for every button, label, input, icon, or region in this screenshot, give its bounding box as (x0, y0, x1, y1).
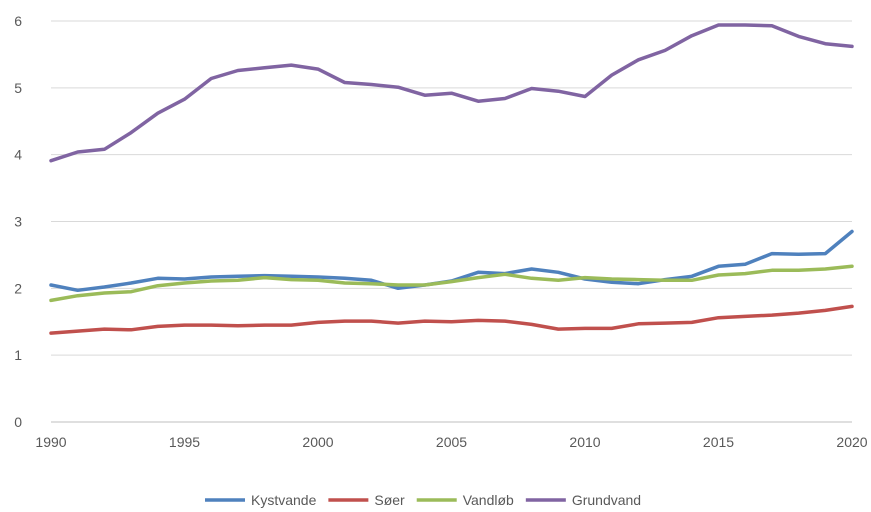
y-tick-label: 5 (14, 80, 22, 96)
x-tick-label: 2000 (302, 434, 333, 450)
series-line-grundvand (49, 23, 854, 163)
x-tick-label: 2015 (703, 434, 734, 450)
x-tick-label: 2005 (436, 434, 467, 450)
x-tick-label: 1990 (35, 434, 66, 450)
y-axis-tick-labels: 0 1 2 3 4 5 6 (14, 13, 22, 430)
series-lines (49, 23, 854, 335)
grid-lines (51, 20, 852, 423)
y-tick-label: 4 (14, 147, 22, 163)
x-axis-tick-labels: 1990 1995 2000 2005 2010 2015 2020 (35, 434, 867, 450)
x-tick-label: 2010 (569, 434, 600, 450)
y-tick-label: 3 (14, 214, 22, 230)
legend-label: Vandløb (463, 492, 514, 508)
y-tick-label: 6 (14, 13, 22, 29)
legend: Kystvande Søer Vandløb Grundvand (205, 492, 641, 508)
x-tick-label: 2020 (836, 434, 867, 450)
series-line-vandløb (49, 264, 854, 303)
x-tick-label: 1995 (169, 434, 200, 450)
y-tick-label: 0 (14, 414, 22, 430)
legend-item: Kystvande (205, 492, 317, 508)
y-tick-label: 1 (14, 347, 22, 363)
legend-label: Grundvand (572, 492, 641, 508)
legend-label: Søer (374, 492, 405, 508)
legend-label: Kystvande (251, 492, 317, 508)
legend-item: Vandløb (416, 492, 514, 508)
y-tick-label: 2 (14, 280, 22, 296)
legend-item: Grundvand (525, 492, 641, 508)
legend-item: Søer (328, 492, 405, 508)
series-line-søer (49, 304, 854, 335)
